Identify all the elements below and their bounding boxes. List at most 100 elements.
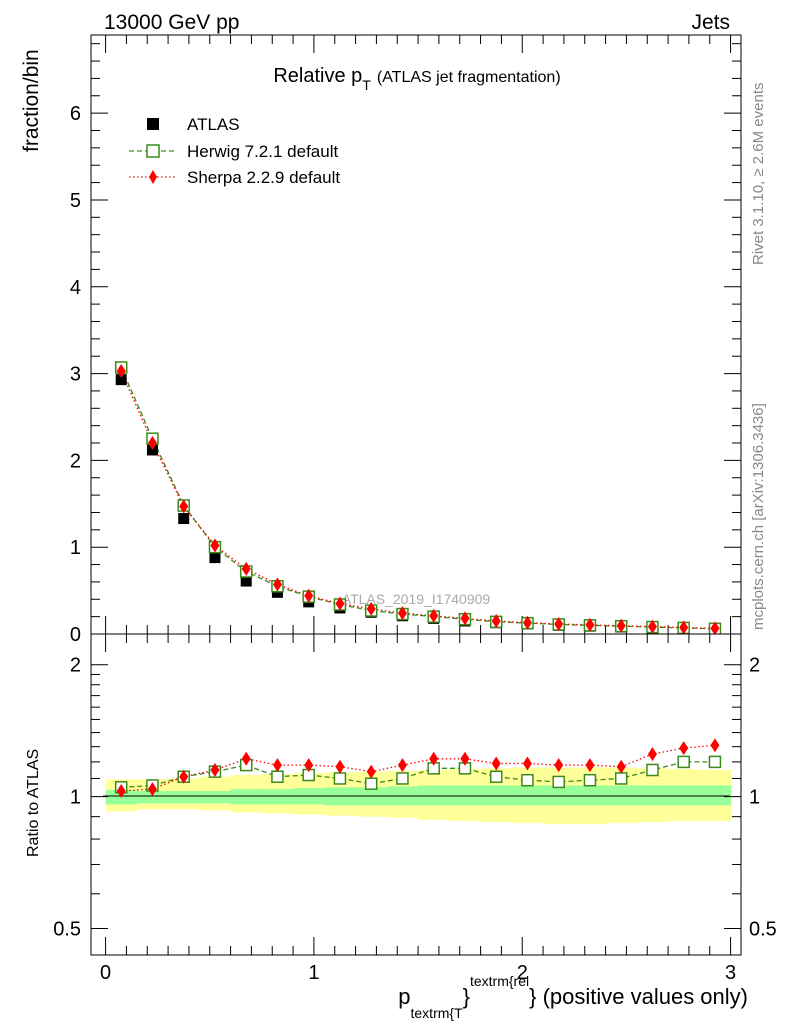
ratio-point-s1-11	[460, 751, 470, 766]
main-point-s2-12	[491, 613, 501, 628]
xlabel-sub: textrm{T	[411, 1005, 464, 1021]
ratio-point-s1-8	[366, 764, 376, 779]
main-point-s2-13	[522, 615, 532, 630]
ratio-band-inner-19	[699, 785, 732, 806]
ratio-point-s0-7	[333, 772, 347, 785]
main-point-s2-16	[616, 618, 626, 633]
ratio-marks	[114, 738, 722, 798]
ratio-point-s1-2	[179, 769, 189, 784]
xlabel-sup: textrm{rel	[470, 973, 529, 989]
legend-label-herwig: Herwig 7.2.1 default	[187, 142, 338, 161]
main-point-s2-18	[679, 620, 689, 634]
main-marks	[114, 361, 722, 634]
main-panel: 0 1 2 3 4 5 6 fraction/bin Relative pT (ATLAS j…	[20, 34, 742, 646]
main-line-series-2	[120, 370, 716, 630]
ratio-ytick-label-2: 2	[70, 655, 81, 677]
ratio-point-s0-12	[489, 770, 503, 783]
main-ytick-label-2: 2	[70, 450, 81, 472]
main-point-s2-19	[710, 621, 720, 634]
ratio-point-s1-13	[522, 756, 532, 771]
ratio-line-series-1	[121, 744, 716, 792]
ratio-band-inner-13	[511, 785, 544, 806]
main-point-s2-8	[366, 601, 376, 616]
main-title: Relative pT (ATLAS jet fragmentation)	[273, 65, 560, 93]
ratio-point-s1-9	[397, 758, 407, 773]
ratio-ytick-label-right-0: 0.5	[749, 918, 777, 940]
ratio-point-s1-5	[272, 758, 282, 773]
ratio-point-s0-15	[583, 773, 597, 787]
ratio-point-s1-16	[616, 759, 626, 774]
main-ytick-label-6: 6	[70, 103, 81, 125]
xlabel-main: p	[398, 984, 410, 1009]
main-point-s2-7	[335, 596, 345, 611]
legend-entry-atlas: ATLAS	[147, 115, 240, 134]
title-rest: (ATLAS jet fragmentation)	[377, 69, 561, 86]
ratio-band-inner-10	[418, 785, 450, 806]
ratio-point-s0-9	[396, 772, 409, 785]
watermark: ATLAS_2019_I1740909	[342, 591, 491, 607]
ratio-panel: 0.5 0.5 1 1 2 2 0 1 2 3 Ratio to ATLAS ptextrm{T}…	[25, 633, 777, 1021]
main-point-s2-15	[585, 617, 595, 632]
xtick-label-3: 3	[725, 962, 736, 984]
main-point-s2-17	[647, 619, 657, 634]
title-sub: T	[362, 77, 371, 93]
xtick-label-1: 1	[308, 962, 319, 984]
ratio-point-s1-3	[210, 762, 220, 777]
ratio-ytick-label-right-1: 1	[749, 787, 760, 809]
ratio-point-s1-4	[241, 751, 251, 766]
ratio-band-inner-15	[574, 785, 607, 806]
main-ytick-label-4: 4	[70, 277, 81, 299]
ratio-band-inner-5	[261, 789, 294, 805]
main-y-axis-label: fraction/bin	[20, 49, 43, 152]
legend: ATLAS Herwig 7.2.1 default Sherpa 2.2.9 …	[129, 115, 340, 187]
main-point-s2-0	[116, 363, 126, 378]
legend-marker-atlas	[147, 118, 159, 130]
main-point-s2-10	[429, 608, 439, 623]
ratio-band-inner-18	[668, 785, 700, 806]
main-point-s2-2	[179, 499, 189, 514]
main-ytick-label-1: 1	[70, 537, 81, 559]
ratio-band-inner-2	[168, 790, 200, 804]
main-point-s2-4	[241, 561, 251, 576]
main-point-s2-1	[147, 436, 157, 451]
legend-label-sherpa: Sherpa 2.2.9 default	[187, 168, 340, 187]
ratio-point-s1-0	[116, 783, 126, 798]
main-point-s2-9	[397, 606, 407, 621]
ratio-y-axis-label: Ratio to ATLAS	[25, 749, 42, 857]
main-ytick-label-5: 5	[70, 190, 81, 212]
ratio-band-inner-1	[136, 790, 169, 804]
xtick-label-0: 0	[100, 962, 111, 984]
main-point-s2-3	[210, 538, 220, 553]
ratio-point-s1-12	[491, 756, 501, 771]
legend-label-atlas: ATLAS	[187, 115, 240, 134]
main-ytick-label-0: 0	[70, 624, 81, 646]
ratio-axis-ticks: 0.5 0.5 1 1 2 2 0 1 2 3	[53, 634, 777, 984]
title-main: Relative p	[273, 65, 362, 87]
ratio-band-inner-4	[230, 789, 263, 805]
ratio-point-s0-14	[552, 775, 565, 789]
ratio-point-s1-7	[335, 759, 345, 774]
main-point-s0-0	[115, 374, 127, 386]
ratio-band-inner-14	[543, 785, 575, 806]
main-point-s2-5	[272, 577, 282, 592]
ratio-ytick-label-0: 0.5	[53, 918, 81, 940]
ratio-point-s0-18	[677, 755, 690, 769]
xlabel-rest: } (positive values only)	[529, 984, 748, 1009]
ratio-point-s1-14	[554, 758, 564, 773]
ratio-point-s0-19	[708, 755, 722, 769]
main-point-s0-2	[178, 513, 190, 525]
ratio-point-s0-16	[614, 772, 628, 785]
xlabel-brace: }	[463, 984, 470, 1009]
ratio-band-inner-16	[605, 785, 638, 806]
ratio-point-s1-1	[147, 782, 157, 797]
main-ytick-label-3: 3	[70, 364, 81, 386]
main-point-s0-4	[240, 575, 252, 587]
main-point-s0-3	[209, 552, 221, 564]
ratio-point-s1-19	[710, 738, 720, 753]
mcplots-label: mcplots.cern.ch [arXiv:1306.3436]	[750, 403, 767, 630]
ratio-band-inner-11	[449, 785, 482, 806]
ratio-ytick-label-right-2: 2	[749, 655, 760, 677]
ratio-band-inner-17	[636, 785, 669, 806]
legend-entry-sherpa: Sherpa 2.2.9 default	[129, 168, 340, 187]
main-axis-ticks: 0 1 2 3 4 5 6	[70, 35, 741, 646]
